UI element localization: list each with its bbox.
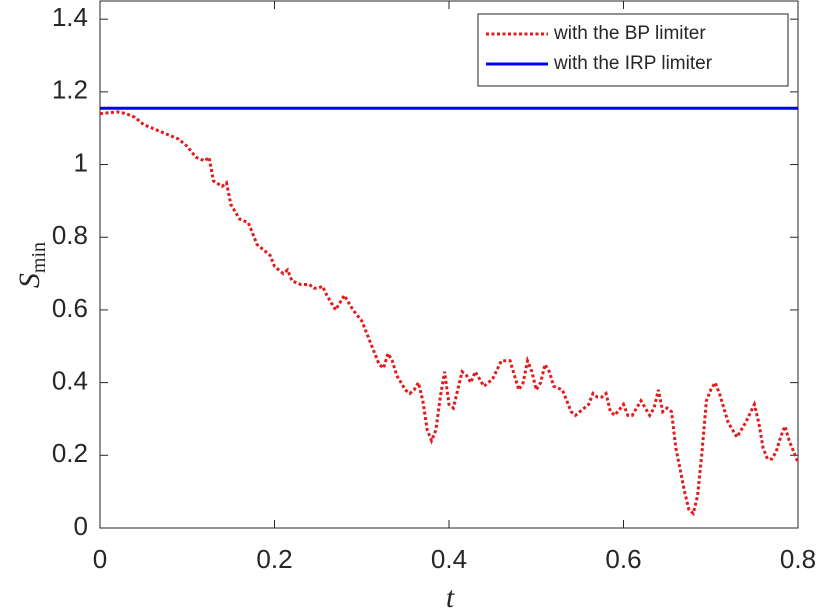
legend-label: with the BP limiter: [553, 23, 706, 44]
y-tick-label: 1.4: [52, 2, 88, 32]
legend-box: [477, 13, 789, 87]
x-tick-label: 0.2: [256, 544, 292, 574]
y-tick-label: 1: [74, 147, 88, 177]
y-tick-label: 0: [74, 511, 88, 541]
y-tick-label: 1.2: [52, 75, 88, 105]
y-tick-label: 0.4: [52, 365, 88, 395]
plot-area: [99, 0, 799, 529]
x-tick-label: 0.4: [431, 544, 467, 574]
y-tick-label: 0.8: [52, 220, 88, 250]
y-tick-label: 0.2: [52, 438, 88, 468]
x-tick-label: 0.8: [780, 544, 816, 574]
y-axis-symbol: S: [13, 273, 46, 288]
y-tick-label: 0.6: [52, 293, 88, 323]
x-axis-label: t: [446, 581, 455, 614]
y-axis-label: Smin: [13, 242, 50, 288]
data-line: [99, 110, 800, 517]
legend: with the BP limiter with the IRP limiter: [477, 13, 789, 87]
y-axis-subscript: min: [28, 242, 50, 273]
legend-label: with the IRP limiter: [553, 53, 713, 74]
x-tick-label: 0: [93, 544, 107, 574]
x-tick-label: 0.6: [605, 544, 641, 574]
y-axis-label-group: Smin: [13, 242, 50, 288]
